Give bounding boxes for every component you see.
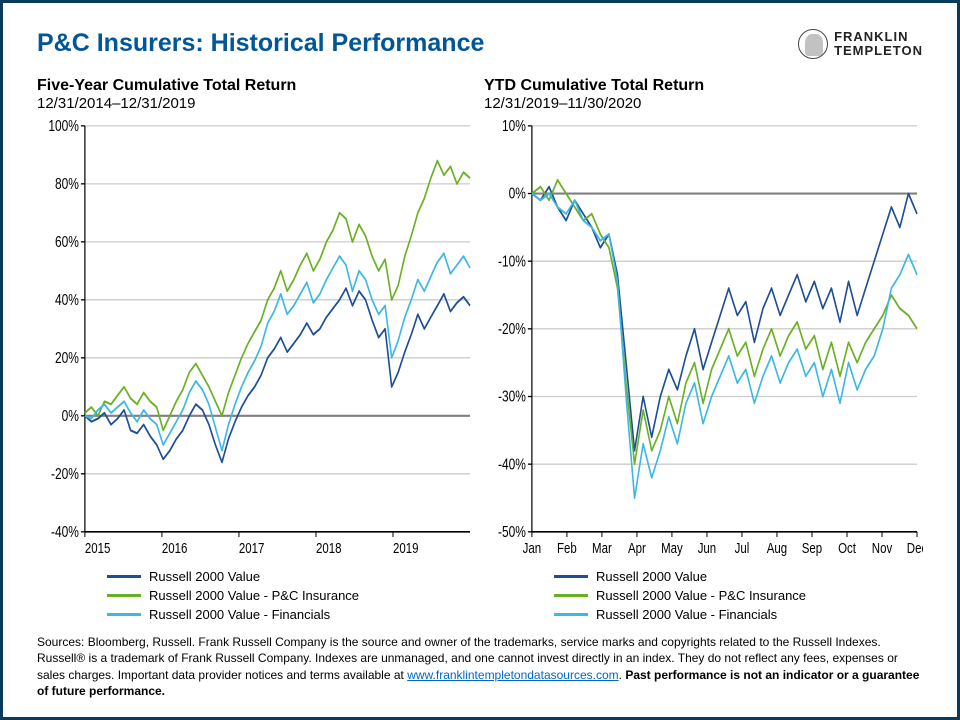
legend-label: Russell 2000 Value - Financials <box>149 607 330 622</box>
legend-label: Russell 2000 Value - P&C Insurance <box>596 588 806 603</box>
svg-text:Jul: Jul <box>735 539 750 556</box>
svg-text:Nov: Nov <box>872 539 893 556</box>
legend-item: Russell 2000 Value <box>37 567 476 586</box>
logo-text: FRANKLIN TEMPLETON <box>834 30 923 57</box>
svg-text:0%: 0% <box>509 184 526 202</box>
chart-left-legend: Russell 2000 Value Russell 2000 Value - P… <box>37 567 476 624</box>
charts-row: Five-Year Cumulative Total Return 12/31/… <box>37 77 923 624</box>
chart-right-title: YTD Cumulative Total Return <box>484 77 923 95</box>
svg-text:80%: 80% <box>55 174 79 192</box>
chart-right: YTD Cumulative Total Return 12/31/2019–1… <box>484 77 923 624</box>
svg-text:20%: 20% <box>55 348 79 366</box>
legend-swatch <box>107 575 141 578</box>
footer-disclosure: Sources: Bloomberg, Russell. Frank Russe… <box>37 634 923 699</box>
svg-text:-10%: -10% <box>498 252 526 270</box>
legend-item: Russell 2000 Value - P&C Insurance <box>484 586 923 605</box>
svg-text:100%: 100% <box>48 118 79 134</box>
chart-left: Five-Year Cumulative Total Return 12/31/… <box>37 77 476 624</box>
legend-swatch <box>107 594 141 597</box>
legend-swatch <box>107 613 141 616</box>
logo-line1: FRANKLIN <box>834 30 923 44</box>
footer-link[interactable]: www.franklintempletondatasources.com <box>407 668 618 682</box>
legend-item: Russell 2000 Value - Financials <box>37 605 476 624</box>
svg-text:0%: 0% <box>62 406 79 424</box>
legend-item: Russell 2000 Value - P&C Insurance <box>37 586 476 605</box>
legend-swatch <box>554 594 588 597</box>
svg-text:40%: 40% <box>55 290 79 308</box>
svg-text:May: May <box>661 539 683 556</box>
chart-left-title: Five-Year Cumulative Total Return <box>37 77 476 95</box>
header: P&C Insurers: Historical Performance FRA… <box>37 29 923 59</box>
svg-text:-20%: -20% <box>51 464 79 482</box>
svg-text:Dec: Dec <box>907 539 923 556</box>
svg-text:Aug: Aug <box>767 539 787 556</box>
svg-text:2015: 2015 <box>85 539 111 556</box>
chart-left-subtitle: 12/31/2014–12/31/2019 <box>37 95 476 112</box>
svg-text:Jun: Jun <box>698 539 716 556</box>
legend-label: Russell 2000 Value <box>149 569 260 584</box>
logo-line2: TEMPLETON <box>834 44 923 58</box>
svg-text:-30%: -30% <box>498 387 526 405</box>
legend-item: Russell 2000 Value <box>484 567 923 586</box>
svg-text:2018: 2018 <box>316 539 342 556</box>
svg-text:60%: 60% <box>55 232 79 250</box>
legend-item: Russell 2000 Value - Financials <box>484 605 923 624</box>
svg-text:Oct: Oct <box>838 539 856 556</box>
svg-text:-40%: -40% <box>51 522 79 540</box>
svg-text:-50%: -50% <box>498 522 526 540</box>
chart-right-subtitle: 12/31/2019–11/30/2020 <box>484 95 923 112</box>
svg-text:Sep: Sep <box>802 539 822 556</box>
svg-text:10%: 10% <box>502 118 526 134</box>
svg-text:Jan: Jan <box>523 539 541 556</box>
legend-swatch <box>554 613 588 616</box>
svg-text:Feb: Feb <box>557 539 577 556</box>
svg-text:Apr: Apr <box>628 539 646 556</box>
svg-text:2017: 2017 <box>239 539 265 556</box>
brand-logo: FRANKLIN TEMPLETON <box>798 29 923 59</box>
svg-text:2016: 2016 <box>162 539 188 556</box>
legend-label: Russell 2000 Value <box>596 569 707 584</box>
chart-right-legend: Russell 2000 Value Russell 2000 Value - P… <box>484 567 923 624</box>
legend-label: Russell 2000 Value - Financials <box>596 607 777 622</box>
chart-right-plot: -50% -40% -30% -20% -10% 0% 10% Jan Feb Mar Apr May… <box>484 118 923 563</box>
svg-text:-40%: -40% <box>498 455 526 473</box>
svg-text:2019: 2019 <box>393 539 419 556</box>
svg-text:Mar: Mar <box>592 539 612 556</box>
svg-text:-20%: -20% <box>498 319 526 337</box>
logo-icon <box>798 29 828 59</box>
legend-label: Russell 2000 Value - P&C Insurance <box>149 588 359 603</box>
chart-left-plot: -40% -20% 0% 20% 40% 60% 80% 100% 2015 2016 2017 20… <box>37 118 476 563</box>
page-title: P&C Insurers: Historical Performance <box>37 29 484 58</box>
page-frame: P&C Insurers: Historical Performance FRA… <box>0 0 960 720</box>
legend-swatch <box>554 575 588 578</box>
